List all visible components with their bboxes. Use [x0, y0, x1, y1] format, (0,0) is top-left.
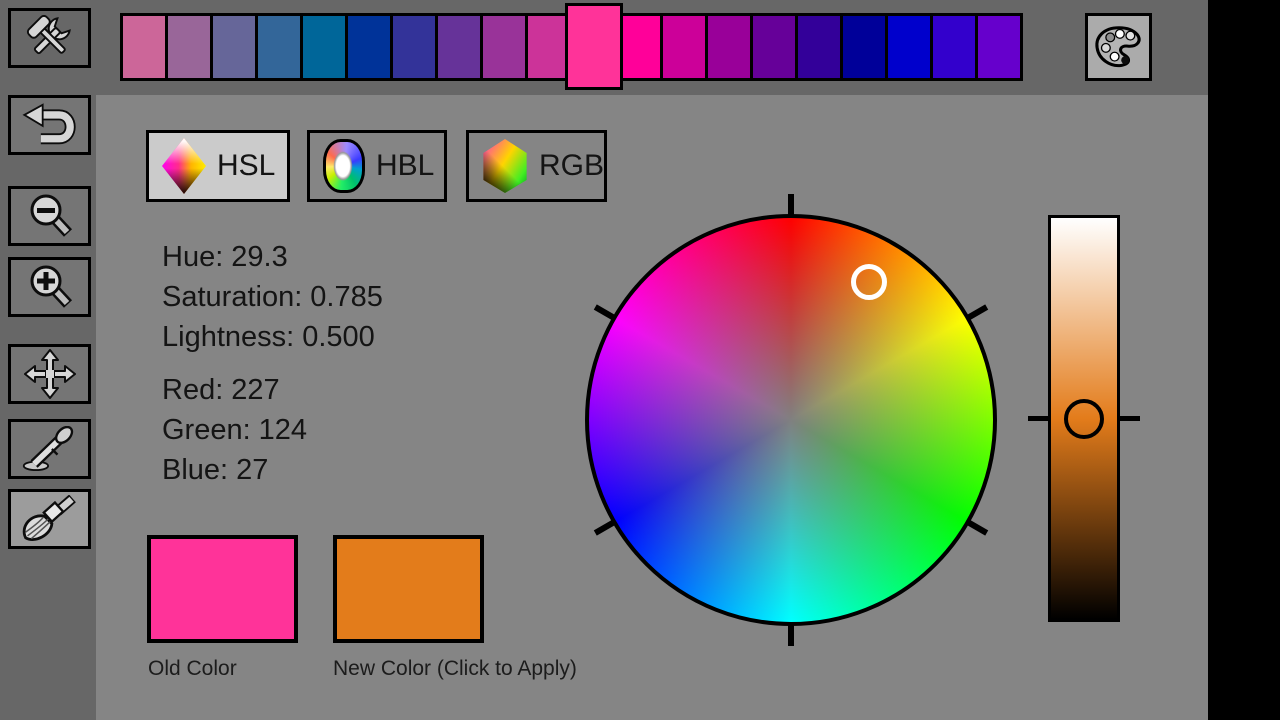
saturation-value: 0.785: [310, 281, 383, 313]
lightness-value: 0.500: [302, 321, 375, 353]
palette-swatch-18[interactable]: [930, 13, 978, 81]
brush-button[interactable]: [8, 489, 91, 549]
tab-hsl[interactable]: HSL: [146, 130, 290, 202]
zoom-out-button[interactable]: [8, 186, 91, 246]
red-value: 227: [231, 374, 280, 406]
green-row: Green: 124: [162, 410, 315, 450]
blue-row: Blue: 27: [162, 450, 315, 490]
tab-rgb-label: RGB: [539, 149, 605, 182]
undo-icon: [21, 103, 76, 145]
tab-rgb[interactable]: RGB: [466, 130, 607, 202]
rgb-cube-icon: [483, 139, 527, 193]
red-row: Red: 227: [162, 370, 315, 410]
tools-button[interactable]: [8, 8, 91, 68]
hue-label: Hue:: [162, 241, 224, 273]
palette-strip: [120, 3, 1023, 95]
hsl-diamond-icon: [162, 138, 206, 194]
new-color-swatch[interactable]: [333, 535, 484, 643]
slider-selector-ring[interactable]: [1064, 398, 1104, 439]
palette-swatch-2[interactable]: [210, 13, 258, 81]
tools-icon: [26, 15, 71, 55]
palette-swatch-19[interactable]: [975, 13, 1023, 81]
palette-swatch-7[interactable]: [435, 13, 483, 81]
new-color-label: New Color (Click to Apply): [333, 657, 577, 680]
palette-button[interactable]: [1085, 13, 1152, 81]
palette-swatch-12[interactable]: [660, 13, 708, 81]
green-label: Green:: [162, 414, 251, 446]
wheel-selector-ring[interactable]: [850, 263, 887, 300]
palette-swatch-13[interactable]: [705, 13, 753, 81]
red-label: Red:: [162, 374, 224, 406]
eyedropper-button[interactable]: [8, 419, 91, 479]
zoom-in-button[interactable]: [8, 257, 91, 317]
eyedropper-icon: [22, 426, 73, 472]
palette-swatch-5[interactable]: [345, 13, 393, 81]
palette-swatch-8[interactable]: [480, 13, 528, 81]
zoom-out-icon: [30, 194, 72, 237]
saturation-row: Saturation: 0.785: [162, 277, 391, 317]
palette-swatch-17[interactable]: [885, 13, 933, 81]
green-value: 124: [258, 414, 308, 446]
hsl-readout: Hue: 29.3 Saturation: 0.785 Lightness: 0.50…: [162, 237, 391, 357]
move-icon: [23, 349, 76, 399]
palette-swatch-10[interactable]: [565, 3, 623, 90]
palette-swatch-14[interactable]: [750, 13, 798, 81]
saturation-label: Saturation:: [162, 281, 303, 313]
palette-swatch-0[interactable]: [120, 13, 168, 81]
android-system-bar: [1208, 0, 1280, 720]
rgb-readout: Red: 227 Green: 124 Blue: 27: [162, 370, 315, 490]
palette-swatch-1[interactable]: [165, 13, 213, 81]
hue-value: 29.3: [231, 241, 288, 273]
old-color-swatch: [147, 535, 298, 643]
tab-hsl-label: HSL: [217, 149, 276, 182]
blue-label: Blue:: [162, 454, 229, 486]
palette-swatch-4[interactable]: [300, 13, 348, 81]
wheel-tick: [788, 194, 794, 220]
move-button[interactable]: [8, 344, 91, 404]
palette-swatch-16[interactable]: [840, 13, 888, 81]
zoom-in-icon: [30, 265, 72, 308]
lightness-label: Lightness:: [162, 321, 295, 353]
lightness-slider-area: [1028, 215, 1140, 622]
tab-hbl-label: HBL: [376, 149, 435, 182]
lightness-row: Lightness: 0.500: [162, 317, 391, 357]
palette-swatch-15[interactable]: [795, 13, 843, 81]
hue-row: Hue: 29.3: [162, 237, 391, 277]
blue-value: 27: [236, 454, 269, 486]
hue-saturation-wheel[interactable]: [585, 214, 997, 626]
slider-tick-left: [1028, 416, 1048, 421]
tab-hbl[interactable]: HBL: [307, 130, 447, 202]
slider-tick-right: [1120, 416, 1140, 421]
brush-icon: [22, 495, 76, 541]
undo-button[interactable]: [8, 95, 91, 155]
palette-icon: [1094, 26, 1141, 68]
palette-swatch-6[interactable]: [390, 13, 438, 81]
old-color-label: Old Color: [148, 657, 237, 680]
color-wheel-area: [585, 194, 997, 646]
hbl-torus-icon: [323, 139, 365, 193]
palette-swatch-3[interactable]: [255, 13, 303, 81]
